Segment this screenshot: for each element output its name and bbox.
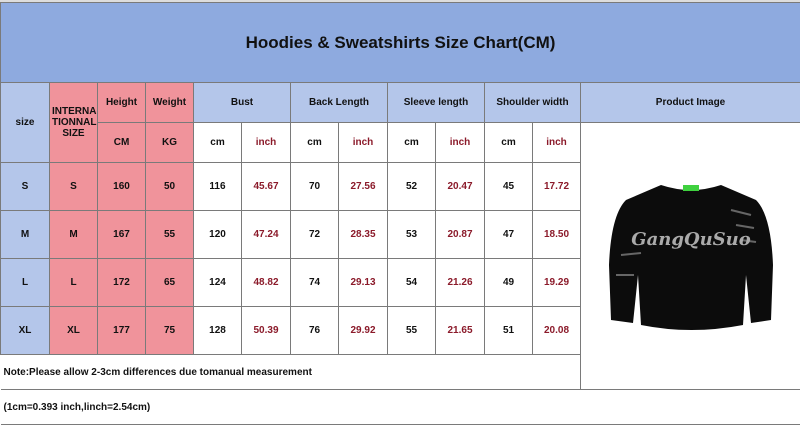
cell-size: L bbox=[0, 258, 50, 307]
unit-kg: KG bbox=[145, 122, 194, 163]
cell-sleeve-in: 20.47 bbox=[435, 162, 485, 211]
table-row: S S 160 50 116 45.67 70 27.56 52 20.47 45 17.72 bbox=[0, 162, 800, 211]
note-text: Note:Please allow 2-3cm differences due … bbox=[0, 354, 800, 390]
cell-shoulder-cm: 47 bbox=[484, 210, 533, 259]
cell-back-in: 29.13 bbox=[338, 258, 388, 307]
product-image: GangQuSuo bbox=[579, 122, 800, 390]
header-back-length: Back Length bbox=[290, 82, 388, 123]
cell-sleeve-cm: 55 bbox=[387, 306, 436, 355]
cell-sleeve-in: 21.26 bbox=[435, 258, 485, 307]
header-shoulder-width: Shoulder width bbox=[484, 82, 581, 123]
cell-weight: 55 bbox=[145, 210, 194, 259]
header-sleeve-length: Sleeve length bbox=[387, 82, 485, 123]
cell-bust-in: 48.82 bbox=[241, 258, 291, 307]
cell-shoulder-in: 19.29 bbox=[532, 258, 581, 307]
cell-shoulder-cm: 45 bbox=[484, 162, 533, 211]
cell-intl: M bbox=[49, 210, 98, 259]
header-product-image: Product Image bbox=[579, 82, 800, 123]
cell-height: 172 bbox=[97, 258, 146, 307]
sweater-image: GangQuSuo bbox=[608, 184, 773, 330]
size-chart-table: Hoodies & Sweatshirts Size Chart(CM) siz… bbox=[0, 2, 800, 425]
cell-weight: 75 bbox=[145, 306, 194, 355]
cell-back-cm: 74 bbox=[290, 258, 339, 307]
cell-weight: 65 bbox=[145, 258, 194, 307]
unit-bust-inch: inch bbox=[241, 122, 291, 163]
cell-bust-cm: 120 bbox=[193, 210, 242, 259]
cell-sleeve-cm: 54 bbox=[387, 258, 436, 307]
cell-height: 177 bbox=[97, 306, 146, 355]
cell-bust-cm: 116 bbox=[193, 162, 242, 211]
conversion-text: (1cm=0.393 inch,linch=2.54cm) bbox=[0, 389, 800, 425]
unit-sleeve-inch: inch bbox=[435, 122, 485, 163]
table-row: XL XL 177 75 128 50.39 76 29.92 55 21.65 51 20.08 bbox=[0, 306, 800, 355]
cell-back-cm: 72 bbox=[290, 210, 339, 259]
cell-shoulder-in: 20.08 bbox=[532, 306, 581, 355]
cell-bust-in: 47.24 bbox=[241, 210, 291, 259]
cell-height: 167 bbox=[97, 210, 146, 259]
cell-weight: 50 bbox=[145, 162, 194, 211]
cell-sleeve-cm: 52 bbox=[387, 162, 436, 211]
cell-sleeve-in: 21.65 bbox=[435, 306, 485, 355]
cell-back-in: 29.92 bbox=[338, 306, 388, 355]
cell-sleeve-cm: 53 bbox=[387, 210, 436, 259]
header-weight: Weight bbox=[145, 82, 194, 123]
unit-shoulder-cm: cm bbox=[484, 122, 533, 163]
cell-size: XL bbox=[0, 306, 50, 355]
unit-sleeve-cm: cm bbox=[387, 122, 436, 163]
table-row: L L 172 65 124 48.82 74 29.13 54 21.26 49 19.29 bbox=[0, 258, 800, 307]
cell-shoulder-in: 17.72 bbox=[532, 162, 581, 211]
chart-title: Hoodies & Sweatshirts Size Chart(CM) bbox=[0, 2, 800, 83]
cell-shoulder-in: 18.50 bbox=[532, 210, 581, 259]
header-size: size bbox=[0, 82, 50, 163]
cell-sleeve-in: 20.87 bbox=[435, 210, 485, 259]
unit-shoulder-inch: inch bbox=[532, 122, 581, 163]
cell-height: 160 bbox=[97, 162, 146, 211]
unit-bust-cm: cm bbox=[193, 122, 242, 163]
unit-cm: CM bbox=[97, 122, 146, 163]
top-strip bbox=[0, 0, 800, 2]
unit-back-inch: inch bbox=[338, 122, 388, 163]
cell-intl: XL bbox=[49, 306, 98, 355]
header-bust: Bust bbox=[193, 82, 291, 123]
cell-back-in: 27.56 bbox=[338, 162, 388, 211]
cell-shoulder-cm: 51 bbox=[484, 306, 533, 355]
cell-intl: S bbox=[49, 162, 98, 211]
cell-size: S bbox=[0, 162, 50, 211]
cell-shoulder-cm: 49 bbox=[484, 258, 533, 307]
cell-bust-in: 45.67 bbox=[241, 162, 291, 211]
cell-back-cm: 70 bbox=[290, 162, 339, 211]
cell-bust-cm: 128 bbox=[193, 306, 242, 355]
cell-bust-in: 50.39 bbox=[241, 306, 291, 355]
header-height: Height bbox=[97, 82, 146, 123]
sweater-print-text: GangQuSuo bbox=[631, 229, 751, 250]
unit-back-cm: cm bbox=[290, 122, 339, 163]
cell-back-in: 28.35 bbox=[338, 210, 388, 259]
cell-back-cm: 76 bbox=[290, 306, 339, 355]
cell-intl: L bbox=[49, 258, 98, 307]
cell-size: M bbox=[0, 210, 50, 259]
header-international-size: INTERNA TIONNAL SIZE bbox=[49, 82, 98, 163]
cell-bust-cm: 124 bbox=[193, 258, 242, 307]
